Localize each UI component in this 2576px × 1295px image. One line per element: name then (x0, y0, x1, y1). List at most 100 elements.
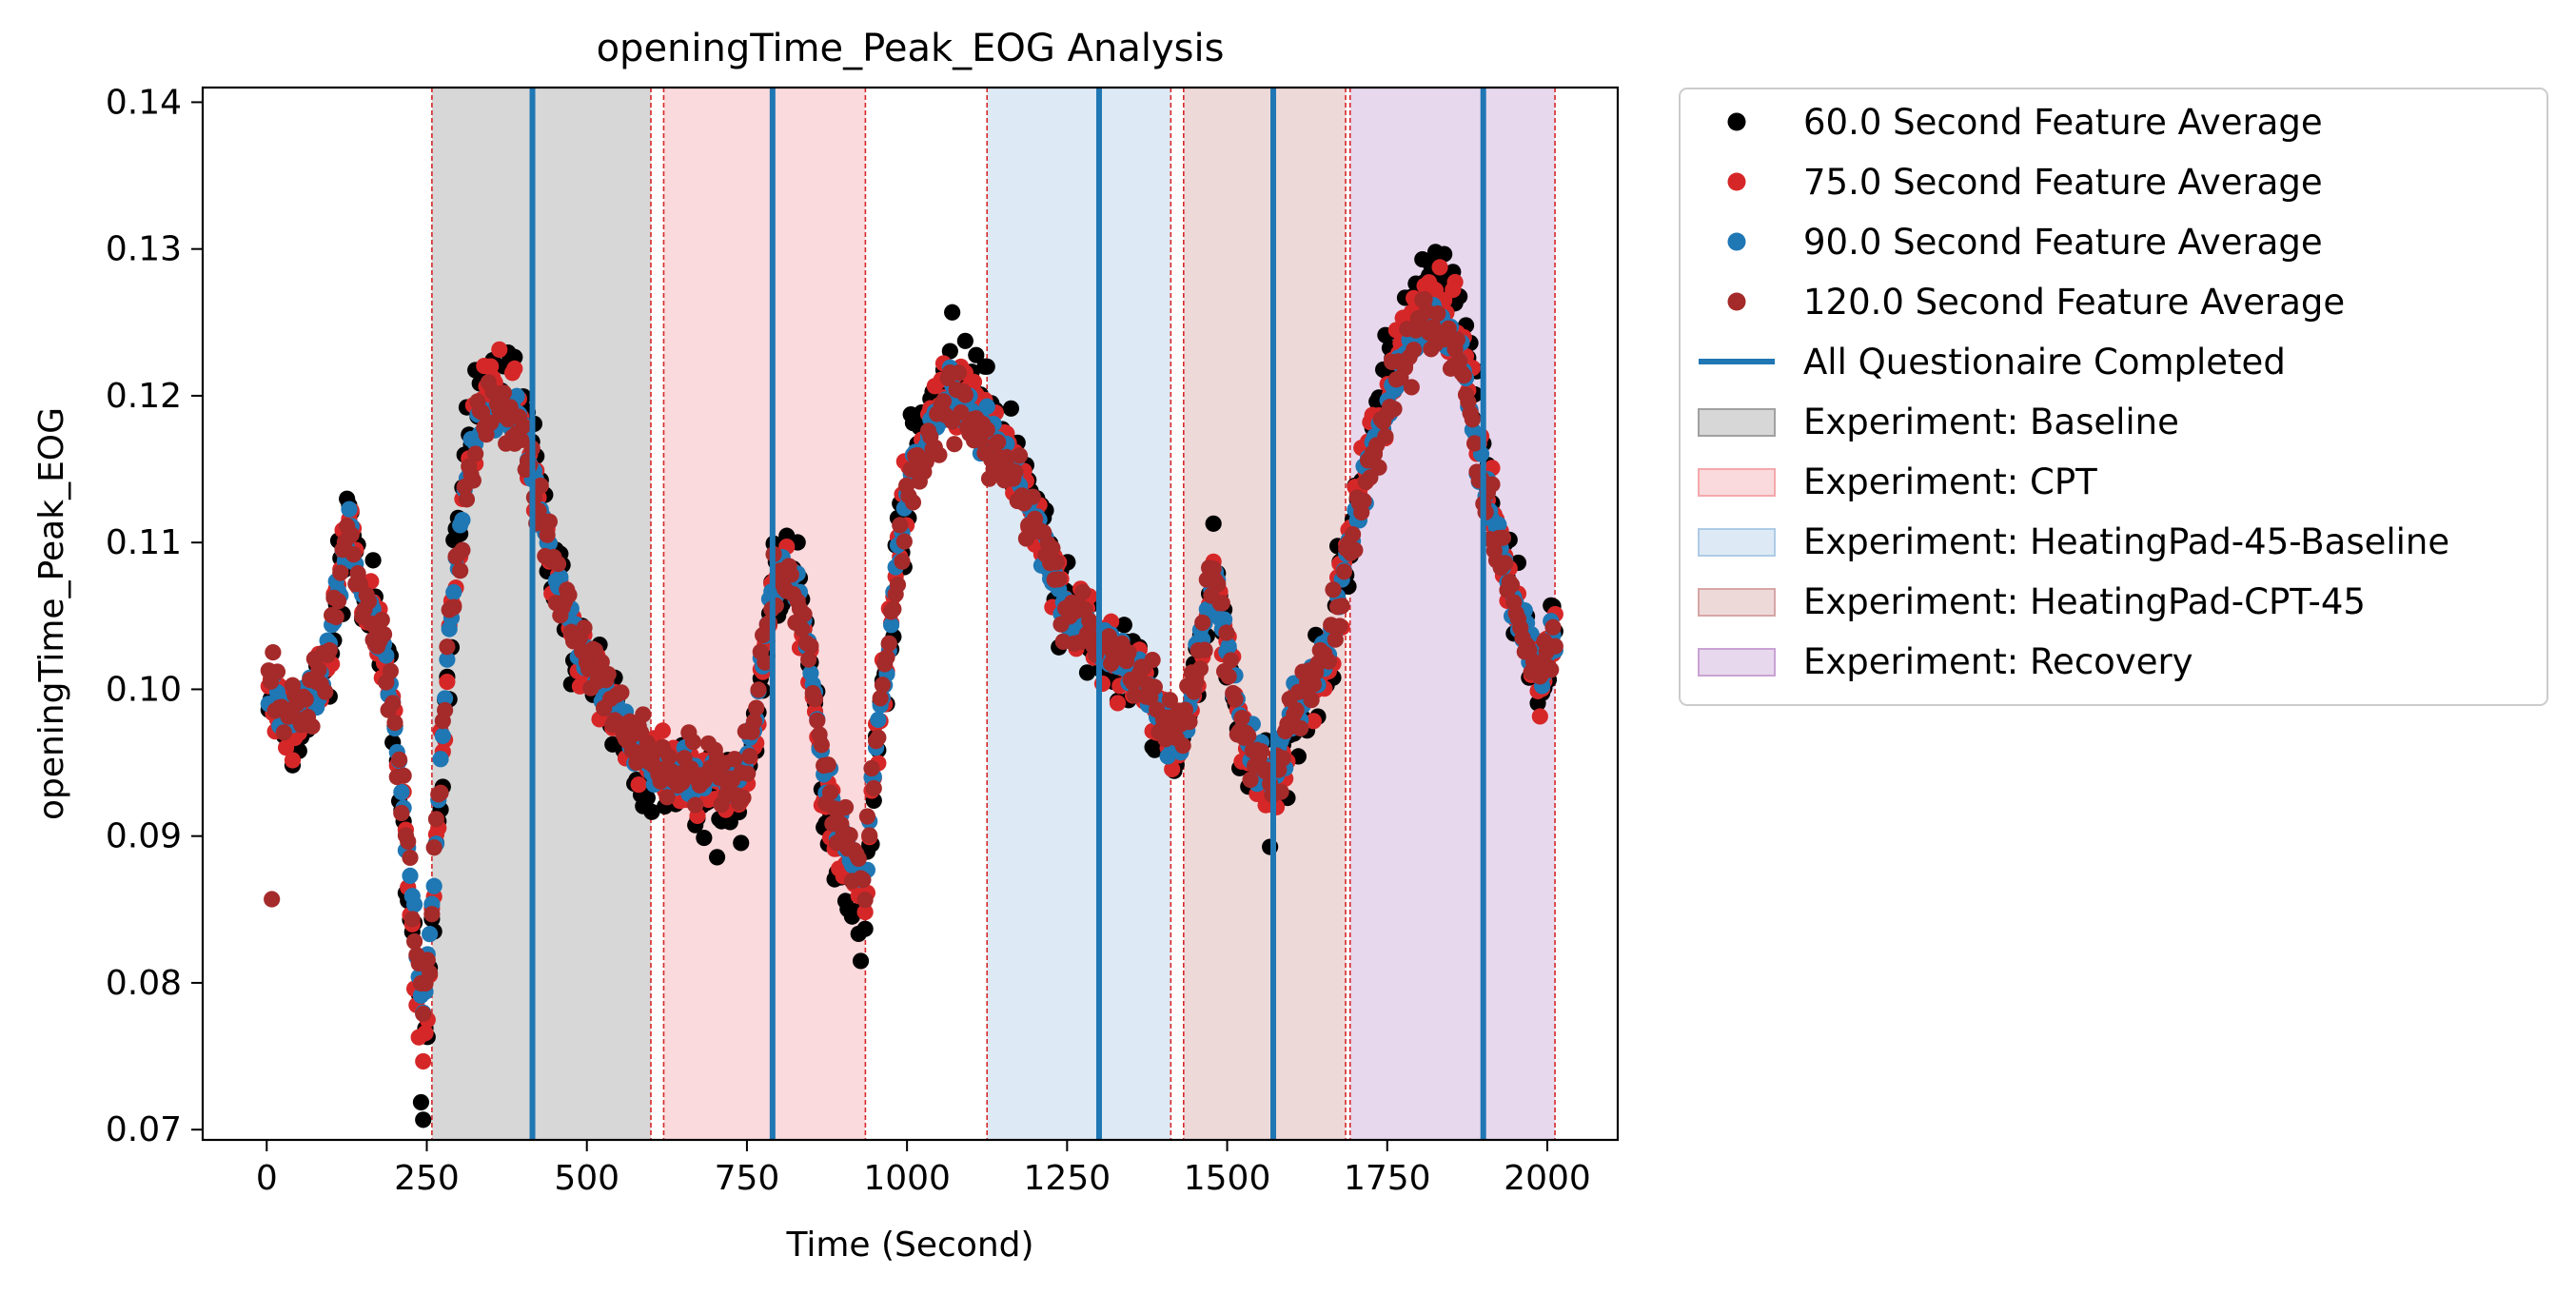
data-point-series-3 (978, 421, 995, 439)
data-point-series-2 (437, 690, 454, 707)
legend-label: 60.0 Second Feature Average (1803, 102, 2323, 143)
data-point-series-1 (284, 752, 302, 769)
data-point-series-3 (265, 643, 282, 661)
data-point-series-3 (660, 748, 678, 765)
data-point-series-3 (1120, 644, 1137, 661)
data-point-series-3 (1233, 710, 1250, 727)
data-point-series-3 (454, 541, 471, 559)
data-point-series-3 (405, 932, 423, 951)
data-point-series-3 (1344, 525, 1362, 543)
y-axis: 0.07 0.08 0.09 0.10 0.11 0.12 0.13 0.14 (106, 83, 203, 1149)
data-point-series-3 (445, 598, 462, 616)
data-point-series-3 (1497, 555, 1514, 572)
chart-title: openingTime_Peak_EOG Analysis (597, 27, 1225, 70)
data-point-series-1 (654, 722, 671, 739)
data-point-series-2 (1490, 516, 1507, 533)
data-point-series-3 (1011, 447, 1029, 464)
data-point-series-3 (1181, 714, 1198, 731)
legend-marker (1698, 588, 1776, 617)
data-point-series-3 (745, 713, 763, 730)
data-point-series-3 (872, 690, 889, 707)
data-point-series-3 (343, 526, 360, 543)
data-point-series-3 (1074, 583, 1091, 600)
legend-marker (1698, 648, 1776, 677)
data-point-series-3 (819, 756, 836, 774)
data-point-series-3 (892, 517, 909, 534)
data-point-series-3 (796, 605, 813, 623)
data-point-series-3 (386, 715, 403, 732)
data-point-series-3 (889, 576, 907, 594)
legend-marker (1727, 112, 1746, 131)
data-point-series-1 (491, 341, 508, 358)
data-point-series-3 (863, 759, 880, 777)
y-axis-label: openingTime_Peak_EOG (32, 407, 71, 820)
data-point-series-3 (850, 850, 867, 868)
data-point-series-3 (1386, 401, 1403, 418)
x-tick-label: 750 (715, 1159, 780, 1198)
data-point-series-3 (931, 446, 948, 463)
data-point-series-3 (1440, 320, 1457, 337)
data-point-series-3 (373, 611, 390, 629)
data-point-series-3 (813, 736, 830, 754)
y-tick-label: 0.09 (106, 817, 182, 856)
legend-marker (1698, 468, 1776, 497)
data-point-series-3 (421, 964, 439, 982)
data-point-series-3 (1191, 660, 1209, 677)
data-point-series-3 (684, 734, 702, 751)
x-tick-label: 2000 (1504, 1159, 1591, 1198)
data-point-series-3 (1347, 541, 1364, 559)
x-tick-label: 1000 (863, 1159, 951, 1198)
data-point-series-3 (1174, 737, 1191, 755)
data-point-series-0 (733, 834, 750, 852)
data-point-series-3 (1083, 615, 1100, 632)
data-point-series-3 (539, 526, 556, 543)
data-point-series-3 (687, 796, 704, 814)
data-point-series-3 (458, 491, 476, 508)
legend: 60.0 Second Feature Average 75.0 Second F… (1679, 88, 2548, 706)
data-point-series-0 (1205, 515, 1222, 532)
data-point-series-3 (1242, 771, 1259, 789)
data-point-series-3 (861, 827, 878, 844)
data-point-series-3 (327, 608, 344, 626)
data-point-series-3 (297, 691, 314, 708)
phase-band-0 (431, 88, 651, 1140)
data-point-series-3 (821, 784, 839, 801)
legend-marker (1698, 528, 1776, 557)
data-point-series-3 (990, 434, 1007, 451)
x-tick-label: 1500 (1184, 1159, 1271, 1198)
data-point-series-3 (304, 717, 321, 735)
y-tick-label: 0.12 (106, 377, 182, 416)
data-point-series-3 (1194, 614, 1211, 632)
legend-label: 120.0 Second Feature Average (1803, 282, 2345, 323)
data-point-series-0 (696, 829, 713, 847)
data-point-series-3 (549, 556, 567, 573)
data-points (260, 244, 1563, 1128)
data-point-series-3 (934, 393, 953, 410)
data-point-series-0 (956, 332, 973, 349)
data-point-series-0 (856, 920, 874, 937)
data-point-series-2 (445, 583, 462, 601)
y-tick-label: 0.14 (106, 83, 182, 122)
data-point-series-3 (894, 553, 911, 570)
data-point-series-3 (427, 811, 445, 828)
data-point-series-3 (836, 798, 855, 816)
x-tick-label: 0 (256, 1159, 278, 1198)
data-point-series-0 (1436, 245, 1453, 263)
data-point-series-3 (1227, 691, 1244, 708)
data-point-series-2 (393, 783, 410, 801)
data-point-series-3 (1272, 783, 1289, 800)
data-point-series-3 (402, 849, 419, 867)
data-point-series-0 (708, 849, 726, 866)
data-point-series-3 (874, 677, 892, 694)
data-point-series-3 (344, 546, 363, 563)
data-point-series-1 (506, 360, 523, 377)
legend-marker (1727, 232, 1746, 251)
data-point-series-3 (870, 729, 887, 746)
data-point-series-3 (738, 765, 757, 782)
data-point-series-3 (425, 839, 442, 856)
data-point-series-3 (885, 600, 902, 618)
data-point-series-3 (659, 789, 676, 806)
data-point-series-3 (1333, 598, 1350, 615)
data-point-series-3 (917, 453, 934, 470)
data-point-series-3 (1406, 342, 1423, 359)
